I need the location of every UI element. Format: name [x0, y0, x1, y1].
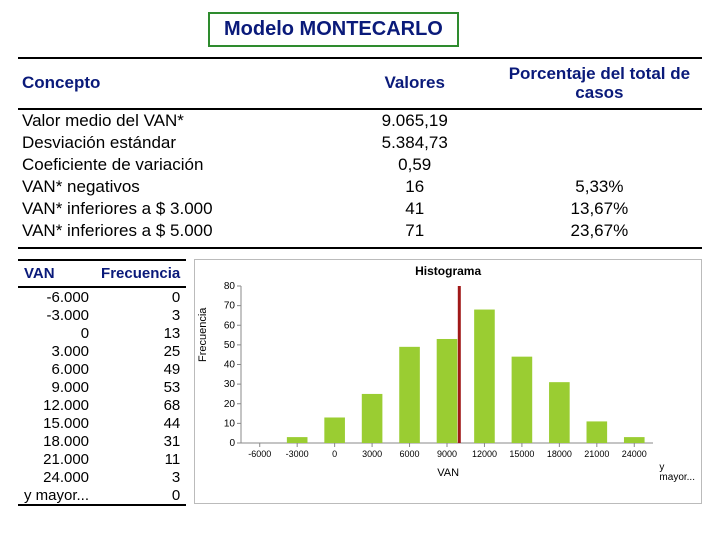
freq-row-freq: 11 — [95, 450, 186, 468]
svg-text:18000: 18000 — [547, 449, 572, 459]
svg-text:21000: 21000 — [585, 449, 610, 459]
svg-text:80: 80 — [224, 281, 236, 292]
stats-row-value: 5.384,73 — [333, 132, 497, 154]
svg-text:-6000: -6000 — [248, 449, 271, 459]
svg-text:20: 20 — [224, 399, 236, 410]
svg-text:24000: 24000 — [622, 449, 647, 459]
stats-table: Concepto Valores Porcentaje del total de… — [18, 57, 702, 249]
stats-row-value: 16 — [333, 176, 497, 198]
freq-row-van: 21.000 — [18, 450, 95, 468]
stats-row-value: 41 — [333, 198, 497, 220]
freq-row-van: 15.000 — [18, 414, 95, 432]
freq-row-van: -6.000 — [18, 287, 95, 306]
chart-xlabel: VAN — [201, 467, 695, 479]
freq-header-van: VAN — [18, 260, 95, 287]
freq-row-freq: 13 — [95, 324, 186, 342]
page-title: Modelo MONTECARLO — [208, 12, 459, 47]
histogram-svg: 0 10 20 30 40 50 60 70 80 -6000 -3000 0 3000 6000 9000… — [201, 280, 681, 465]
stats-header-pct: Porcentaje del total de casos — [497, 58, 702, 109]
svg-text:-3000: -3000 — [286, 449, 309, 459]
stats-row-concept: Desviación estándar — [18, 132, 333, 154]
svg-text:0: 0 — [332, 449, 337, 459]
freq-row-van: 24.000 — [18, 468, 95, 486]
svg-text:15000: 15000 — [510, 449, 535, 459]
svg-text:6000: 6000 — [400, 449, 420, 459]
stats-row-pct — [497, 109, 702, 132]
svg-text:70: 70 — [224, 301, 236, 312]
stats-row-pct: 23,67% — [497, 220, 702, 248]
freq-header-freq: Frecuencia — [95, 260, 186, 287]
freq-row-van: y mayor... — [18, 486, 95, 505]
histogram-chart: Histograma Frecuencia 0 10 20 30 40 50 60 70 80 -… — [194, 259, 702, 504]
freq-row-van: 3.000 — [18, 342, 95, 360]
stats-row-concept: VAN* inferiores a $ 5.000 — [18, 220, 333, 248]
svg-text:12000: 12000 — [472, 449, 497, 459]
stats-header-values: Valores — [333, 58, 497, 109]
freq-row-van: 9.000 — [18, 378, 95, 396]
freq-row-van: 6.000 — [18, 360, 95, 378]
freq-row-van: 0 — [18, 324, 95, 342]
freq-row-freq: 3 — [95, 306, 186, 324]
chart-extra-xlabel: ymayor... — [659, 463, 695, 483]
freq-row-freq: 44 — [95, 414, 186, 432]
svg-text:60: 60 — [224, 321, 236, 332]
stats-row-concept: VAN* negativos — [18, 176, 333, 198]
svg-text:30: 30 — [224, 380, 236, 391]
freq-row-freq: 0 — [95, 287, 186, 306]
freq-row-van: 12.000 — [18, 396, 95, 414]
svg-text:9000: 9000 — [437, 449, 457, 459]
freq-row-freq: 49 — [95, 360, 186, 378]
stats-row-pct: 5,33% — [497, 176, 702, 198]
stats-header-concept: Concepto — [18, 58, 333, 109]
freq-row-van: 18.000 — [18, 432, 95, 450]
svg-text:50: 50 — [224, 340, 236, 351]
freq-row-freq: 53 — [95, 378, 186, 396]
stats-row-concept: Coeficiente de variación — [18, 154, 333, 176]
svg-text:0: 0 — [230, 438, 236, 449]
chart-title: Histograma — [201, 264, 695, 278]
svg-text:10: 10 — [224, 419, 236, 430]
freq-row-freq: 25 — [95, 342, 186, 360]
stats-row-value: 71 — [333, 220, 497, 248]
freq-row-freq: 31 — [95, 432, 186, 450]
freq-row-freq: 68 — [95, 396, 186, 414]
stats-row-concept: Valor medio del VAN* — [18, 109, 333, 132]
stats-row-pct: 13,67% — [497, 198, 702, 220]
freq-row-freq: 0 — [95, 486, 186, 505]
stats-row-value: 0,59 — [333, 154, 497, 176]
svg-text:3000: 3000 — [362, 449, 382, 459]
freq-row-van: -3.000 — [18, 306, 95, 324]
freq-row-freq: 3 — [95, 468, 186, 486]
stats-row-pct — [497, 132, 702, 154]
chart-ylabel: Frecuencia — [197, 307, 209, 361]
stats-row-concept: VAN* inferiores a $ 3.000 — [18, 198, 333, 220]
stats-row-pct — [497, 154, 702, 176]
svg-text:40: 40 — [224, 360, 236, 371]
stats-row-value: 9.065,19 — [333, 109, 497, 132]
freq-table: VAN Frecuencia -6.0000-3.00030133.000256… — [18, 259, 186, 506]
